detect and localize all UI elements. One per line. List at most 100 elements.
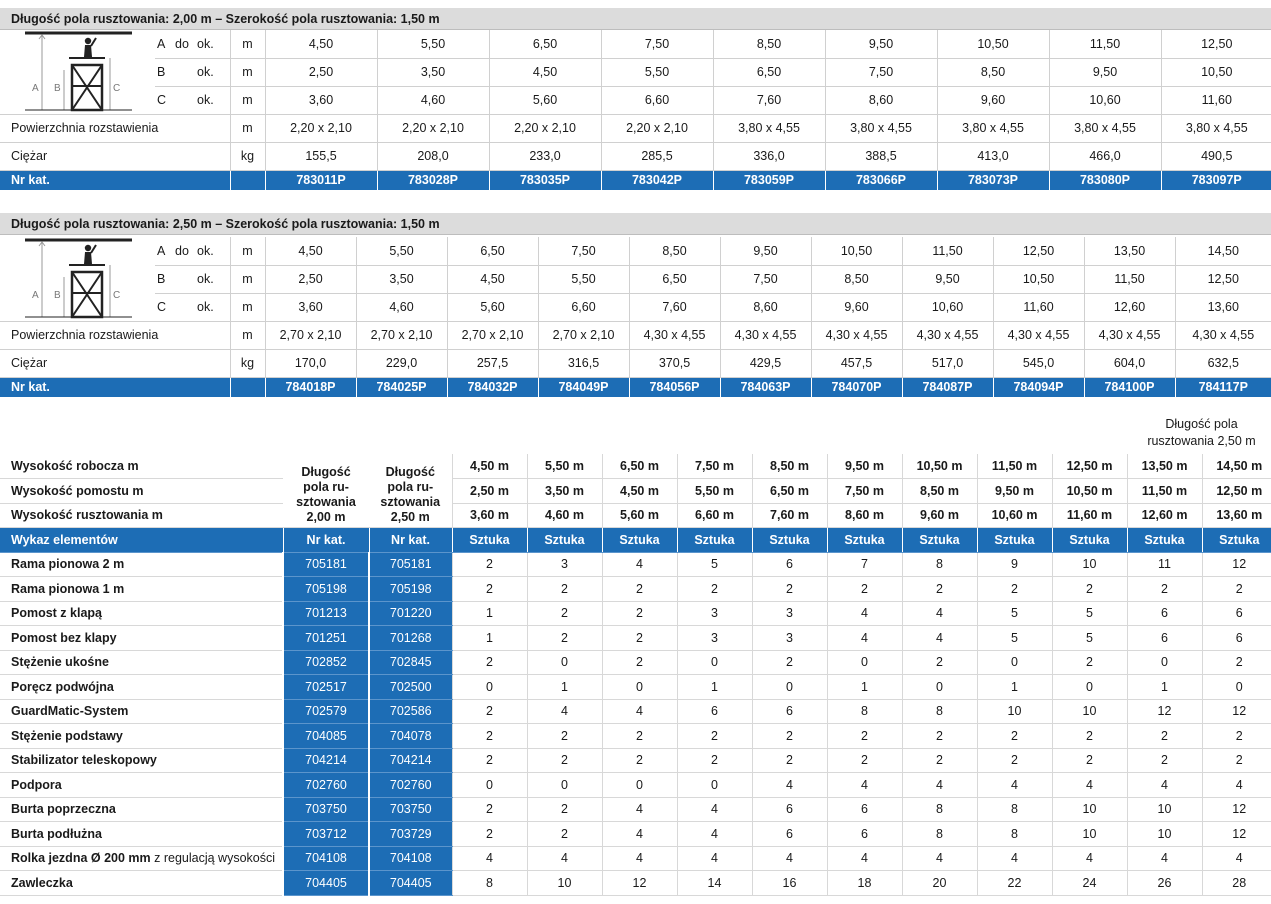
part-quantity: 2 bbox=[676, 576, 752, 602]
parts-header-unit: Sztuka bbox=[976, 527, 1052, 553]
section1-area-row-value: 2,20 x 2,10 bbox=[376, 114, 489, 143]
section2-dim-value: 6,60 bbox=[537, 293, 629, 322]
part-quantity: 2 bbox=[601, 723, 677, 749]
part-quantity: 4 bbox=[676, 846, 752, 871]
part-quantity: 2 bbox=[526, 821, 602, 847]
part-catalog-250: 702500 bbox=[368, 674, 452, 700]
section2-area-row-unit: m bbox=[229, 321, 265, 350]
section2-dim-value: 4,50 bbox=[446, 265, 538, 294]
part-catalog-200: 702852 bbox=[282, 650, 369, 675]
parts-header-unit: Sztuka bbox=[601, 527, 677, 553]
column-header-line: sztowania bbox=[380, 495, 441, 509]
part-name-text: Burta podłużna bbox=[11, 826, 102, 841]
part-catalog-200: 702579 bbox=[282, 699, 369, 724]
part-quantity: 9 bbox=[976, 552, 1052, 577]
section2-weight-row-label: Ciężar bbox=[0, 349, 230, 378]
part-catalog-250: 702845 bbox=[368, 650, 452, 675]
dim-label-a: A bbox=[32, 83, 39, 94]
part-quantity: 10 bbox=[1051, 699, 1127, 724]
parts-header-unit: Sztuka bbox=[1201, 527, 1271, 553]
part-quantity: 0 bbox=[901, 674, 977, 700]
section2-catalog-blank bbox=[229, 377, 265, 397]
height-row: Wysokość robocza m Długość pola ru-sztowan… bbox=[0, 454, 1271, 528]
section2-weight-row-value: 170,0 bbox=[264, 349, 356, 378]
part-catalog-250: 703750 bbox=[368, 797, 452, 822]
part-quantity: 10 bbox=[1126, 821, 1202, 847]
column-length-250: Długość pola ru-sztowania 2,50 m bbox=[369, 454, 452, 528]
part-quantity: 10 bbox=[976, 699, 1052, 724]
part-quantity: 3 bbox=[676, 601, 752, 626]
section2-catalog-number: 784070P bbox=[810, 377, 902, 397]
height-value: 10,60 m bbox=[976, 503, 1052, 528]
dim-suffix: ok. bbox=[197, 300, 214, 314]
height-value: 13,50 m bbox=[1126, 454, 1202, 479]
section1-catalog-number: 783035P bbox=[488, 170, 601, 190]
part-quantity: 2 bbox=[1201, 748, 1271, 773]
section1-dim-value: 9,50 bbox=[824, 30, 937, 59]
section2-dim-unit: m bbox=[229, 265, 265, 294]
part-quantity: 6 bbox=[826, 821, 902, 847]
dim-suffix: ok. bbox=[197, 272, 214, 286]
part-quantity: 2 bbox=[451, 723, 527, 749]
part-quantity: 2 bbox=[1051, 650, 1127, 675]
section2-area-row-value: 4,30 x 4,55 bbox=[719, 321, 811, 350]
section1-weight-row-value: 466,0 bbox=[1048, 142, 1161, 171]
section2-dim-value: 7,50 bbox=[537, 237, 629, 266]
part-catalog-200: 702517 bbox=[282, 674, 369, 700]
part-quantity: 4 bbox=[601, 699, 677, 724]
section1-area-row-value: 2,20 x 2,10 bbox=[264, 114, 377, 143]
section1-dim-value: 4,50 bbox=[264, 30, 377, 59]
part-quantity: 5 bbox=[1051, 601, 1127, 626]
part-quantity: 7 bbox=[826, 552, 902, 577]
part-quantity: 4 bbox=[1201, 846, 1271, 871]
part-quantity: 8 bbox=[976, 797, 1052, 822]
part-quantity: 28 bbox=[1201, 870, 1271, 896]
section1-dim-value: 8,50 bbox=[936, 58, 1049, 87]
height-value: 8,60 m bbox=[826, 503, 902, 528]
section1-weight-row-value: 285,5 bbox=[600, 142, 713, 171]
section1-weight-row-value: 233,0 bbox=[488, 142, 601, 171]
part-name: Podpora bbox=[0, 772, 283, 798]
section2-catalog-number: 784117P bbox=[1174, 377, 1271, 397]
part-quantity: 8 bbox=[826, 699, 902, 724]
parts-table: Długość pola rusztowania 2,50 m Wysokość r… bbox=[0, 416, 1271, 896]
part-quantity: 14 bbox=[676, 870, 752, 896]
height-value: 4,50 m bbox=[601, 478, 677, 504]
section2-dim-value: 2,50 bbox=[264, 265, 356, 294]
parts-row: Burta podłużna 703712 703729 2 2 4 4 6 6 8 8 10 10 12 bbox=[0, 821, 1271, 847]
section2-dim-value: 9,50 bbox=[719, 237, 811, 266]
part-name: Zawleczka bbox=[0, 870, 283, 896]
parts-header-unit: Sztuka bbox=[751, 527, 827, 553]
section2-weight-row-value: 229,0 bbox=[355, 349, 447, 378]
part-quantity: 3 bbox=[526, 552, 602, 577]
section1-area-row-value: 3,80 x 4,55 bbox=[1160, 114, 1271, 143]
section2-dim-value: 8,50 bbox=[810, 265, 902, 294]
dim-label-b: B bbox=[54, 290, 61, 301]
part-quantity: 0 bbox=[451, 772, 527, 798]
section2-dim-value: 6,50 bbox=[446, 237, 538, 266]
part-quantity: 2 bbox=[601, 576, 677, 602]
part-catalog-200: 702760 bbox=[282, 772, 369, 798]
section2-catalog-row: Nr kat. 784018P 784025P 784032P 784049P 78405… bbox=[0, 377, 1271, 397]
part-quantity: 4 bbox=[526, 699, 602, 724]
dim-label-b: B bbox=[54, 83, 61, 94]
part-quantity: 2 bbox=[1126, 723, 1202, 749]
section1-catalog-number: 783028P bbox=[376, 170, 489, 190]
part-quantity: 4 bbox=[826, 601, 902, 626]
part-quantity: 4 bbox=[901, 601, 977, 626]
part-quantity: 12 bbox=[1126, 699, 1202, 724]
section1-weight-row: Ciężar kg 155,5 208,0 233,0 285,5 336,0 388,5 41… bbox=[0, 142, 1271, 171]
height-value: 3,60 m bbox=[451, 503, 527, 528]
section1-area-row-value: 3,80 x 4,55 bbox=[936, 114, 1049, 143]
part-quantity: 1 bbox=[1126, 674, 1202, 700]
section2-dim-value: 11,60 bbox=[992, 293, 1084, 322]
section2-dim-value: 12,60 bbox=[1083, 293, 1175, 322]
part-name: GuardMatic-System bbox=[0, 699, 283, 724]
